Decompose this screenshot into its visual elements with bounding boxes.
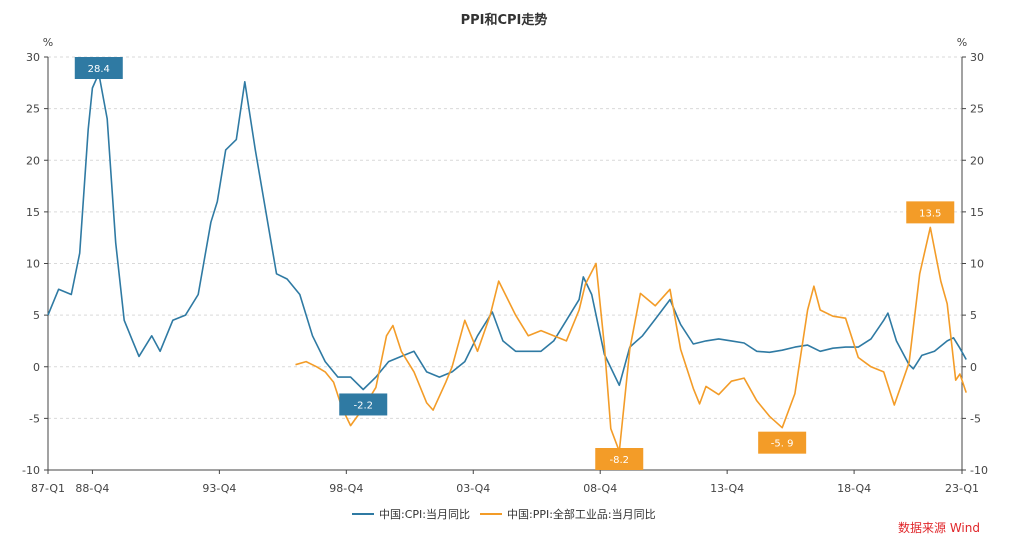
series-line-1 [295, 226, 967, 453]
x-tick-label: 87-Q1 [31, 482, 65, 495]
data-label: 13.5 [906, 201, 955, 224]
y-tick-label-right: 0 [970, 361, 977, 374]
y-tick-label-left: 30 [26, 51, 40, 64]
y-tick-label-left: -5 [29, 412, 40, 425]
x-tick-label: 23-Q1 [945, 482, 979, 495]
data-label-box [758, 431, 807, 454]
y-tick-label-left: 10 [26, 258, 40, 271]
y-tick-label-left: -10 [22, 464, 40, 477]
y-tick-label-left: 15 [26, 206, 40, 219]
series-line-0 [47, 72, 967, 391]
data-label: 28.4 [74, 57, 123, 79]
y-tick-label-right: 10 [970, 258, 984, 271]
y-tick-label-left: 0 [33, 361, 40, 374]
y-tick-label-right: 15 [970, 206, 984, 219]
data-label-box [595, 448, 644, 470]
y-tick-label-left: 5 [33, 309, 40, 322]
axes: -10 -10 -5 -5 0 0 5 5 10 10 15 15 20 20 25 25 30 30 87-Q1 8… [22, 51, 988, 495]
y-tick-label-left: 25 [26, 103, 40, 116]
y-tick-label-right: -10 [970, 464, 988, 477]
series-lines [47, 72, 967, 453]
data-label-box [906, 201, 955, 224]
y-unit-left: % [43, 36, 53, 49]
y-unit-right: % [957, 36, 967, 49]
data-label-text: 13.5 [919, 208, 941, 219]
y-tick-label-right: 20 [970, 154, 984, 167]
x-tick-label: 18-Q4 [837, 482, 871, 495]
data-label-text: -5. 9 [771, 439, 794, 450]
data-label: -5. 9 [758, 431, 807, 454]
y-tick-label-right: -5 [970, 412, 981, 425]
x-tick-label: 08-Q4 [583, 482, 617, 495]
x-tick-label: 13-Q4 [710, 482, 744, 495]
data-label-box [74, 57, 123, 79]
y-tick-label-right: 30 [970, 51, 984, 64]
source-note: 数据来源 Wind [898, 520, 980, 535]
legend-label-0: 中国:CPI:当月同比 [379, 507, 470, 521]
x-tick-label: 93-Q4 [202, 482, 236, 495]
data-label: -8.2 [595, 448, 644, 470]
x-tick-label: 03-Q4 [456, 482, 490, 495]
y-tick-label-left: 20 [26, 154, 40, 167]
y-tick-label-right: 5 [970, 309, 977, 322]
data-label: -2.2 [339, 393, 388, 416]
data-label-text: -2.2 [353, 400, 373, 411]
gridlines [48, 56, 962, 419]
legend-label-1: 中国:PPI:全部工业品:当月同比 [507, 507, 656, 521]
data-labels: 28.4 -2.2 -8.2 -5. 9 13.5 [74, 57, 955, 470]
x-tick-label: 88-Q4 [75, 482, 109, 495]
y-tick-label-right: 25 [970, 103, 984, 116]
x-tick-label: 98-Q4 [329, 482, 363, 495]
data-label-box [339, 393, 388, 416]
data-label-text: 28.4 [88, 64, 110, 75]
legend: 中国:CPI:当月同比 中国:PPI:全部工业品:当月同比 [352, 507, 656, 521]
data-label-text: -8.2 [609, 455, 629, 466]
chart-title: PPI和CPI走势 [461, 12, 548, 28]
